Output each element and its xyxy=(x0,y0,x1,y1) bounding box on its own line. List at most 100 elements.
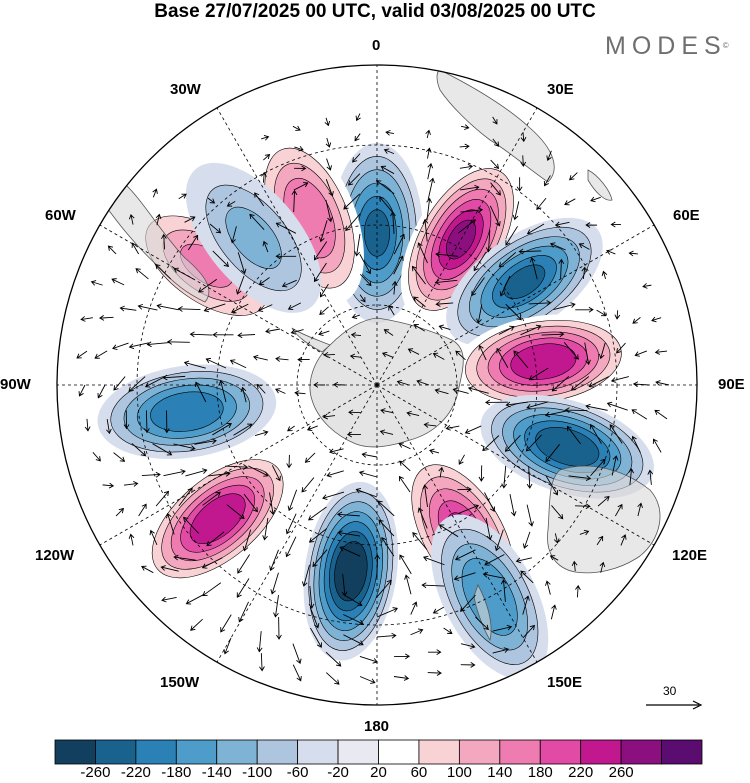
wind-vector-370 xyxy=(637,502,643,517)
colorbar-swatch-8 xyxy=(378,739,420,765)
wind-vector-371 xyxy=(620,534,627,546)
wind-vector-231 xyxy=(598,342,606,360)
wind-vector-357 xyxy=(520,132,527,143)
wind-vector-75 xyxy=(422,484,428,508)
wind-vector-381 xyxy=(325,672,340,685)
wind-vector-256 xyxy=(137,303,158,311)
wind-vector-92 xyxy=(471,277,485,297)
wind-vector-101 xyxy=(417,507,428,529)
wind-vector-392 xyxy=(84,418,91,432)
wind-vector-316 xyxy=(585,222,598,228)
wind-vector-142 xyxy=(189,331,213,338)
wind-vector-260 xyxy=(226,200,236,207)
wind-vector-275 xyxy=(616,342,626,354)
colorbar-swatch-7 xyxy=(337,739,379,765)
wind-vector-355 xyxy=(355,113,361,122)
wind-vector-359 xyxy=(569,172,578,181)
anomaly-contour-8-4 xyxy=(150,391,224,432)
wind-vector-119 xyxy=(457,219,477,234)
wind-vector-351 xyxy=(178,193,187,200)
wind-vector-282 xyxy=(549,555,559,561)
wind-vector-397 xyxy=(107,245,117,255)
wind-vector-128 xyxy=(509,494,517,517)
wind-vector-86 xyxy=(281,279,297,288)
wind-vector-82 xyxy=(240,386,247,403)
wind-vector-200 xyxy=(421,582,445,589)
wind-vector-383 xyxy=(259,653,265,672)
wind-vector-84 xyxy=(237,332,256,339)
wind-vector-232 xyxy=(588,376,610,388)
wind-vector-289 xyxy=(343,634,364,646)
wind-vector-327 xyxy=(545,580,551,595)
wind-vector-368 xyxy=(652,438,662,453)
wind-vector-29 xyxy=(391,280,398,295)
wind-vector-58 xyxy=(286,454,293,469)
colorbar-swatch-6 xyxy=(297,739,339,765)
wind-vector-339 xyxy=(160,565,179,572)
wind-vector-385 xyxy=(190,618,203,631)
wind-vector-76 xyxy=(377,500,395,517)
wind-vector-20 xyxy=(423,422,437,428)
wind-vector-269 xyxy=(516,177,523,192)
wind-vector-272 xyxy=(578,243,590,250)
wind-vector-53 xyxy=(438,466,445,478)
wind-vector-252 xyxy=(152,443,173,456)
wind-vector-39 xyxy=(304,452,316,463)
wind-vector-265 xyxy=(385,129,394,136)
wind-vector-44 xyxy=(319,306,329,316)
wind-vector-295 xyxy=(165,512,175,535)
reference-vector-label: 30 xyxy=(663,684,677,698)
lon-label-120w: 120W xyxy=(35,547,75,564)
wind-vector-202 xyxy=(376,579,392,598)
wind-vector-197 xyxy=(522,531,531,549)
anomaly-contour-7-5 xyxy=(189,493,246,544)
wind-vector-285 xyxy=(475,616,489,631)
wind-vector-40 xyxy=(287,425,295,432)
wind-vector-120 xyxy=(473,251,487,272)
wind-vector-336 xyxy=(256,631,263,653)
wind-vector-204 xyxy=(308,586,315,609)
wind-vector-5 xyxy=(349,353,362,360)
wind-vector-284 xyxy=(500,579,507,602)
wind-vector-201 xyxy=(404,574,412,595)
wind-vector-88 xyxy=(359,253,372,275)
wind-vector-245 xyxy=(309,607,320,629)
wind-vector-55 xyxy=(355,488,378,498)
wind-vector-181 xyxy=(325,199,333,223)
wind-vector-278 xyxy=(609,424,623,444)
wind-vector-273 xyxy=(601,270,608,280)
wind-vector-147 xyxy=(319,220,328,243)
wind-vector-332 xyxy=(394,653,411,660)
wind-vector-27 xyxy=(318,330,330,336)
wind-vector-67 xyxy=(434,279,458,286)
wind-vector-43 xyxy=(290,329,304,335)
colorbar-swatch-9 xyxy=(418,739,460,765)
wind-vector-94 xyxy=(520,324,542,336)
wind-vector-249 xyxy=(183,516,200,534)
latitude-circle-1 xyxy=(216,224,538,546)
wind-vector-257 xyxy=(155,263,171,280)
wind-vector-63 xyxy=(320,283,329,298)
wind-vector-346 xyxy=(94,350,108,359)
wind-vector-81 xyxy=(254,430,269,436)
wind-vector-313 xyxy=(520,155,527,167)
wind-vector-356 xyxy=(492,116,498,125)
wind-vector-328 xyxy=(522,595,530,615)
colorbar-swatch-5 xyxy=(256,739,299,765)
wind-vector-164 xyxy=(423,555,445,566)
wind-vector-170 xyxy=(242,529,252,552)
anomaly-contour-11-2 xyxy=(225,206,282,269)
wind-vector-210 xyxy=(173,443,196,451)
wind-vector-172 xyxy=(207,470,231,477)
lon-label-60e: 60E xyxy=(673,207,700,224)
wind-vector-136 xyxy=(262,517,269,541)
wind-vector-230 xyxy=(596,309,607,317)
wind-vector-237 xyxy=(553,533,560,544)
wind-vector-344 xyxy=(106,419,112,435)
wind-vector-254 xyxy=(128,376,146,392)
wind-vector-56 xyxy=(322,491,345,500)
wind-vector-19 xyxy=(434,388,449,395)
wind-vector-280 xyxy=(597,496,610,507)
wind-vector-326 xyxy=(571,560,578,572)
wind-vector-194 xyxy=(566,425,581,445)
